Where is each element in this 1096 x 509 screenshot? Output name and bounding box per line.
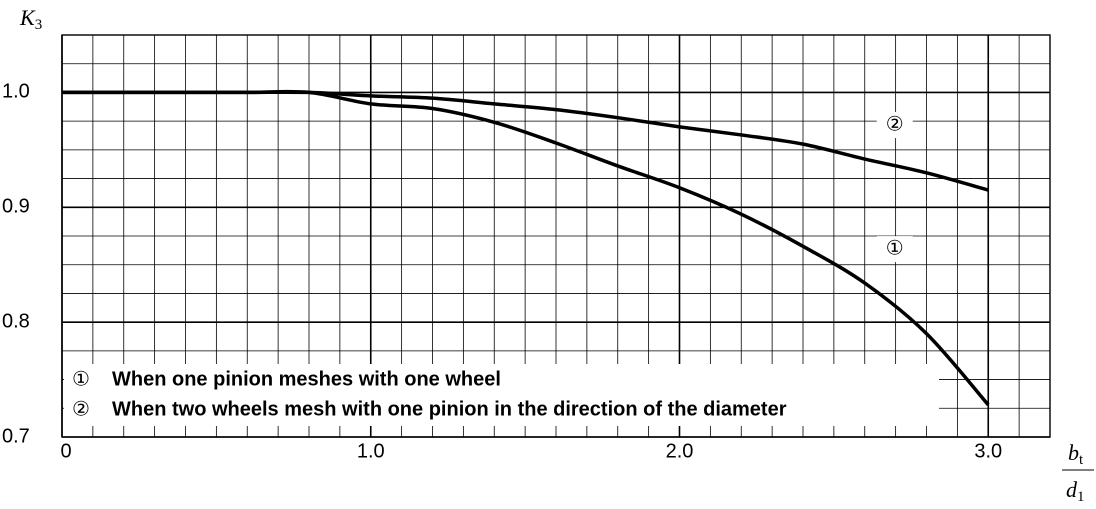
curve-label-bg (876, 112, 913, 139)
x-tick-label: 1.0 (357, 440, 385, 462)
x-tick-label: 0 (60, 440, 71, 462)
legend-marker: ② (72, 397, 90, 421)
legend-box (64, 364, 939, 426)
x-tick-label: 3.0 (974, 440, 1002, 462)
curve-label: ① (886, 236, 904, 260)
x-axis-label-denominator: d1 (1066, 477, 1085, 505)
plot-frame (61, 34, 1051, 438)
x-axis-label-numerator: bt (1068, 440, 1084, 468)
y-tick-label: 0.8 (2, 310, 30, 332)
line-series (61, 90, 989, 192)
y-tick-label: 1.0 (2, 81, 30, 103)
x-tick-label: 2.0 (666, 440, 694, 462)
curve-label-bg (876, 236, 913, 263)
y-tick-label: 0.7 (2, 425, 30, 447)
curve-label: ② (886, 112, 904, 136)
y-axis-label: K3 (19, 5, 42, 33)
legend: ① When one pinion meshes with one wheel ② W… (64, 364, 939, 426)
legend-label: When one pinion meshes with one wheel (112, 368, 501, 390)
y-tick-label: 0.9 (2, 196, 30, 218)
legend-label: When two wheels mesh with one pinion in … (112, 398, 787, 420)
legend-marker: ① (72, 367, 90, 391)
